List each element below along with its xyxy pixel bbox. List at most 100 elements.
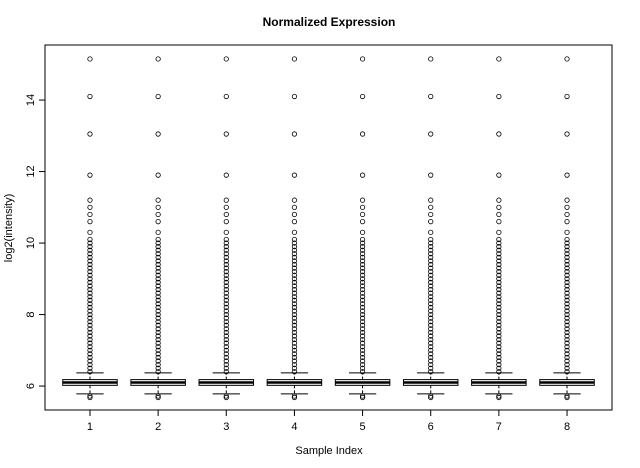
outlier bbox=[291, 290, 298, 296]
outlier bbox=[223, 301, 229, 307]
outlier bbox=[223, 290, 229, 296]
outlier bbox=[564, 344, 570, 350]
outlier bbox=[291, 329, 298, 336]
outlier bbox=[223, 358, 229, 364]
outlier bbox=[291, 261, 298, 268]
outlier bbox=[359, 336, 366, 343]
outlier bbox=[87, 254, 93, 260]
outlier bbox=[223, 340, 229, 346]
outlier bbox=[223, 326, 229, 332]
outlier bbox=[564, 347, 570, 353]
outlier bbox=[564, 304, 570, 310]
outlier bbox=[291, 369, 298, 375]
outlier bbox=[496, 258, 502, 264]
outlier bbox=[564, 358, 570, 364]
outlier bbox=[223, 211, 229, 218]
outlier bbox=[155, 240, 161, 246]
outlier bbox=[87, 229, 93, 235]
outlier bbox=[291, 197, 298, 203]
outlier bbox=[223, 251, 229, 257]
outlier bbox=[428, 340, 434, 346]
outlier bbox=[496, 294, 502, 300]
outlier bbox=[223, 294, 229, 300]
outlier bbox=[87, 344, 93, 350]
outlier bbox=[155, 269, 161, 275]
outlier bbox=[428, 131, 434, 137]
outlier bbox=[291, 301, 298, 307]
outlier bbox=[223, 269, 229, 275]
outlier bbox=[223, 265, 229, 271]
outlier bbox=[291, 322, 298, 328]
outlier bbox=[87, 361, 93, 368]
y-tick-label: 10 bbox=[25, 237, 37, 249]
outlier bbox=[155, 344, 161, 350]
outlier bbox=[155, 56, 161, 62]
outlier bbox=[564, 272, 570, 278]
y-tick-label: 6 bbox=[25, 383, 37, 389]
outlier bbox=[359, 251, 366, 257]
outlier bbox=[87, 244, 93, 250]
outlier bbox=[496, 211, 502, 218]
outlier bbox=[496, 369, 502, 375]
outlier bbox=[428, 286, 434, 293]
outlier bbox=[291, 365, 298, 371]
outlier bbox=[291, 351, 298, 357]
outlier bbox=[428, 251, 434, 257]
x-tick-label: 1 bbox=[87, 421, 93, 433]
outlier bbox=[155, 351, 161, 357]
outlier bbox=[564, 279, 570, 285]
outlier bbox=[428, 394, 434, 401]
outlier bbox=[87, 258, 93, 264]
outlier bbox=[87, 283, 93, 289]
outlier bbox=[428, 297, 434, 303]
outlier bbox=[359, 279, 366, 285]
outlier bbox=[496, 269, 502, 275]
outlier bbox=[496, 229, 502, 235]
outlier bbox=[359, 326, 366, 332]
outlier bbox=[428, 236, 434, 243]
outlier bbox=[291, 93, 298, 100]
outlier bbox=[87, 347, 93, 353]
outlier bbox=[87, 290, 93, 296]
outlier bbox=[359, 351, 366, 357]
outlier bbox=[155, 93, 161, 100]
outlier bbox=[155, 358, 161, 364]
outlier bbox=[359, 56, 366, 62]
outlier bbox=[87, 333, 93, 339]
outlier bbox=[496, 276, 502, 282]
outlier bbox=[155, 297, 161, 303]
outlier bbox=[359, 272, 366, 278]
outlier bbox=[223, 244, 229, 250]
outlier bbox=[223, 322, 229, 328]
outlier bbox=[564, 286, 570, 293]
outlier bbox=[496, 286, 502, 293]
outlier bbox=[223, 315, 229, 321]
outlier bbox=[359, 340, 366, 346]
outlier bbox=[428, 244, 434, 250]
outlier bbox=[87, 336, 93, 343]
outlier bbox=[291, 286, 298, 293]
outlier bbox=[87, 351, 93, 357]
outlier bbox=[223, 329, 229, 336]
outlier bbox=[291, 336, 298, 343]
outlier bbox=[428, 315, 434, 321]
outlier bbox=[496, 56, 502, 62]
outlier bbox=[564, 265, 570, 271]
outlier bbox=[496, 301, 502, 307]
outlier bbox=[155, 315, 161, 321]
outlier bbox=[155, 308, 161, 314]
outlier bbox=[223, 297, 229, 303]
outlier bbox=[496, 197, 502, 203]
outlier bbox=[223, 361, 229, 368]
x-axis-label: Sample Index bbox=[295, 445, 363, 457]
outlier bbox=[428, 308, 434, 314]
outlier bbox=[428, 247, 434, 253]
outlier bbox=[359, 131, 366, 137]
outlier bbox=[428, 304, 434, 310]
outlier bbox=[428, 365, 434, 371]
outlier bbox=[428, 204, 434, 210]
outlier bbox=[359, 261, 366, 268]
outlier bbox=[564, 56, 570, 62]
outlier bbox=[564, 197, 570, 203]
